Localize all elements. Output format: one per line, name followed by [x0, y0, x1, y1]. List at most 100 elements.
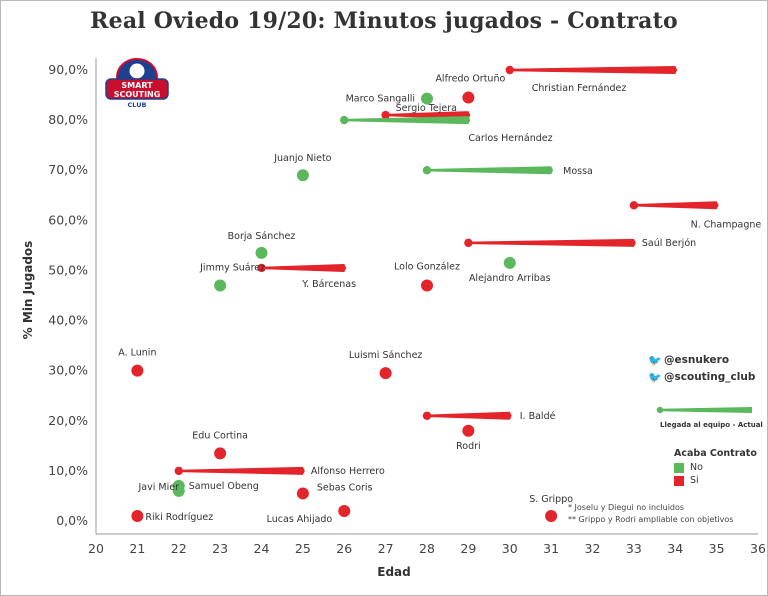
- player-point: [503, 256, 516, 269]
- x-tick-label: 27: [378, 541, 394, 556]
- footnote: * Joselu y Diegui no incluidos: [568, 503, 685, 512]
- arrival-point: [174, 466, 183, 476]
- tenure-wedge: [509, 66, 678, 74]
- player-label: Javi Mier: [138, 482, 180, 493]
- x-tick-label: 35: [709, 541, 725, 556]
- social-handles: 🐦 @esnukero 🐦 @scouting_club: [648, 352, 755, 386]
- x-tick-label: 26: [336, 541, 352, 556]
- player-point: [131, 509, 144, 522]
- logo-line1: SMART: [121, 81, 153, 90]
- data-labels: Christian Fernández Alfredo Ortuño Marco S…: [118, 74, 761, 525]
- y-tick-label: 70,0%: [48, 162, 88, 177]
- player-label: Christian Fernández: [532, 83, 627, 94]
- player-label: Jimmy Suárez: [199, 262, 265, 273]
- player-point: [462, 91, 475, 104]
- x-tick-label: 32: [585, 541, 601, 556]
- player-label: Alfredo Ortuño: [435, 74, 505, 85]
- player-point: [214, 447, 227, 460]
- social-row: 🐦 @esnukero: [648, 352, 755, 369]
- player-point: [462, 424, 475, 437]
- legend-swatch-no: [674, 462, 684, 473]
- arrival-point: [422, 411, 432, 420]
- player-label: Alejandro Arribas: [469, 273, 551, 284]
- player-label: Sebas Coris: [317, 482, 373, 493]
- arrival-point: [464, 238, 473, 248]
- footnotes: * Joselu y Diegui no incluidos ** Grippo…: [568, 502, 733, 526]
- y-tick-label: 0,0%: [56, 513, 88, 528]
- player-label: Riki Rodríguez: [145, 512, 213, 523]
- player-label: Marco Sangalli: [346, 94, 415, 105]
- player-label: Luismi Sánchez: [349, 350, 423, 361]
- x-tick-label: 20: [88, 541, 104, 556]
- player-label: S. Grippo: [529, 494, 573, 505]
- player-label: A. Lunin: [118, 348, 156, 359]
- legend-size-wedge: [656, 406, 752, 414]
- legend: Acaba Contrato No Si: [674, 448, 757, 488]
- legend-item-si[interactable]: Si: [674, 475, 757, 486]
- legend-swatch-si: [674, 475, 684, 486]
- legend-title: Acaba Contrato: [674, 448, 757, 459]
- player-label: Juanjo Nieto: [273, 153, 331, 164]
- player-point: [255, 246, 268, 259]
- y-tick-label: 60,0%: [48, 212, 88, 227]
- x-tick-label: 33: [626, 541, 642, 556]
- x-tick-label: 24: [254, 541, 270, 556]
- legend-label-no: No: [690, 462, 703, 473]
- player-point: [338, 504, 351, 517]
- player-point: [296, 487, 309, 500]
- legend-size-label: Llegada al equipo - Actual: [660, 421, 763, 429]
- player-label: Edu Cortina: [192, 430, 248, 441]
- player-label: Carlos Hernández: [468, 133, 552, 144]
- x-tick-label: 21: [129, 541, 145, 556]
- x-tick-label: 23: [212, 541, 228, 556]
- player-label: N. Champagne: [691, 219, 762, 230]
- arrival-point: [381, 110, 390, 120]
- footnote: ** Grippo y Rodri ampliable con objetivo…: [568, 515, 734, 524]
- social-handle: @scouting_club: [664, 371, 756, 383]
- player-point: [214, 279, 227, 292]
- legend-label-si: Si: [690, 475, 699, 486]
- chart-title: Real Oviedo 19/20: Minutos jugados - Con…: [90, 8, 678, 34]
- x-tick-label: 22: [171, 541, 187, 556]
- y-tick-label: 80,0%: [48, 112, 88, 127]
- x-tick-label: 36: [750, 541, 766, 556]
- player-point: [296, 169, 309, 182]
- arrival-point: [505, 65, 514, 75]
- x-axis-label: Edad: [377, 565, 411, 579]
- tenure-wedge: [427, 411, 512, 420]
- twitter-icon: 🐦: [648, 353, 662, 367]
- social-row: 🐦 @scouting_club: [648, 369, 755, 386]
- tenure-wedge: [468, 238, 636, 247]
- y-tick-label: 50,0%: [48, 262, 88, 277]
- axis-ticks: 20 21 22 23 24 25 26 27 28 29 30 31 32 33 34 35 36 0,0% 10…: [48, 62, 766, 556]
- logo-line3: CLUB: [128, 101, 147, 109]
- player-point: [379, 367, 392, 380]
- x-tick-label: 34: [667, 541, 683, 556]
- player-label: Samuel Obeng: [189, 481, 259, 492]
- x-tick-label: 25: [295, 541, 311, 556]
- player-label: Y. Bárcenas: [301, 279, 356, 290]
- arrival-point: [340, 115, 349, 125]
- player-point: [131, 364, 144, 377]
- y-tick-label: 10,0%: [48, 463, 88, 478]
- logo-line2: SCOUTING: [114, 90, 161, 99]
- smart-scouting-club-logo: SMART SCOUTING CLUB: [105, 58, 169, 109]
- arrival-point: [422, 166, 432, 175]
- y-tick-label: 30,0%: [48, 363, 88, 378]
- player-label: Alfonso Herrero: [311, 466, 385, 477]
- social-handle: @esnukero: [664, 354, 730, 366]
- player-label: Saúl Berjón: [642, 238, 696, 249]
- y-tick-label: 20,0%: [48, 413, 88, 428]
- arrival-point: [257, 263, 266, 273]
- y-tick-label: 40,0%: [48, 313, 88, 328]
- tenure-wedge: [261, 263, 347, 272]
- data-marks: [131, 65, 719, 522]
- player-label: Lucas Ahijado: [267, 514, 333, 525]
- legend-item-no[interactable]: No: [674, 462, 757, 473]
- arrival-point: [629, 201, 639, 210]
- x-tick-label: 28: [419, 541, 435, 556]
- tenure-wedge: [633, 201, 719, 210]
- player-label: I. Baldé: [520, 411, 556, 422]
- player-label: Lolo González: [394, 261, 460, 272]
- x-tick-label: 31: [543, 541, 559, 556]
